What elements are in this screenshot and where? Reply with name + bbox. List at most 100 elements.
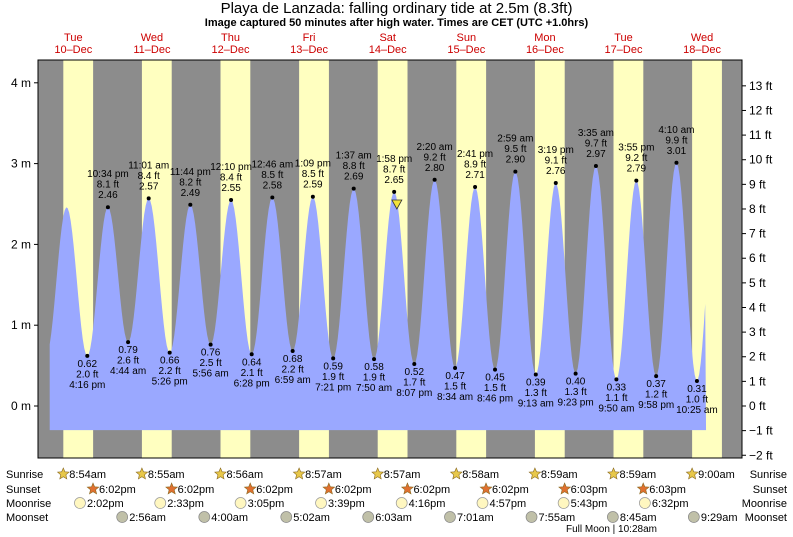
low-tide-point (533, 372, 538, 377)
low-tide-label: 2.5 ft (199, 358, 221, 369)
y-right-tick-label: 0 ft (749, 399, 766, 413)
high-tide-label: 10:34 pm (87, 169, 129, 180)
low-tide-point (85, 353, 90, 358)
y-right-tick-label: 10 ft (749, 153, 773, 167)
sunset-row-label-left: Sunset (6, 484, 40, 496)
low-tide-point (614, 377, 619, 382)
day-date-label: 15–Dec (447, 44, 485, 56)
high-tide-point (105, 205, 110, 210)
sunset-time: 6:02pm (413, 484, 450, 496)
sunset-time: 6:02pm (256, 484, 293, 496)
high-tide-label: 2:59 am (497, 134, 533, 145)
low-tide-label: 0.58 (364, 362, 384, 373)
low-tide-point (654, 374, 659, 379)
high-tide-label: 12:10 pm (210, 162, 252, 173)
high-tide-label: 8.4 ft (138, 171, 160, 182)
low-tide-label: 9:13 am (518, 398, 554, 409)
low-tide-label: 0.47 (445, 371, 465, 382)
y-right-tick-label: 4 ft (749, 300, 766, 314)
moonset-icon (607, 511, 619, 523)
sunrise-icon (685, 467, 699, 480)
moonrise-time: 2:33pm (167, 498, 204, 510)
low-tide-point (167, 350, 172, 355)
sunrise-icon (371, 467, 385, 480)
moonrise-icon (557, 497, 570, 509)
low-tide-label: 6:28 pm (234, 378, 270, 389)
sunrise-icon (449, 467, 463, 480)
sunrise-icon (607, 467, 620, 480)
high-tide-point (553, 180, 558, 185)
moonrise-icon (315, 497, 327, 509)
moonrise-time: 3:39pm (328, 498, 365, 510)
high-tide-label: 2.71 (465, 170, 485, 181)
low-tide-label: 9:50 am (598, 403, 634, 414)
day-name-label: Thu (221, 32, 240, 44)
day-name-label: Tue (64, 32, 83, 44)
low-tide-label: 1.5 ft (444, 382, 466, 393)
sunrise-icon (135, 467, 149, 480)
day-name-label: Wed (691, 32, 713, 44)
low-tide-label: 6:59 am (275, 375, 311, 386)
high-tide-label: 3:55 pm (618, 143, 654, 154)
y-right-tick-label: 3 ft (749, 325, 766, 339)
high-tide-label: 2.90 (506, 155, 526, 166)
sunset-row-label-right: Sunset (753, 484, 787, 496)
low-tide-point (249, 352, 254, 357)
low-tide-label: 5:26 pm (152, 377, 188, 388)
low-tide-label: 0.62 (78, 359, 98, 370)
high-tide-label: 2.58 (263, 181, 283, 192)
high-tide-point (270, 195, 275, 200)
low-tide-point (290, 349, 295, 354)
low-tide-label: 9:58 pm (638, 400, 674, 411)
sunrise-time: 8:58am (462, 469, 499, 481)
moonrise-icon (154, 497, 167, 509)
low-tide-label: 2.2 ft (159, 366, 181, 377)
sunset-icon (479, 482, 493, 495)
moonrise-time: 4:57pm (490, 498, 527, 510)
day-date-label: 10–Dec (54, 44, 92, 56)
high-tide-label: 3.01 (667, 146, 687, 157)
moonset-time: 4:00am (211, 512, 248, 524)
high-tide-label: 3:19 pm (538, 145, 574, 156)
moonset-time: 8:45am (620, 512, 657, 524)
moonset-time: 9:29am (701, 512, 738, 524)
low-tide-point (694, 378, 699, 383)
high-tide-label: 2:41 pm (457, 149, 493, 160)
moonrise-time: 2:02pm (87, 498, 124, 510)
plot-frame (37, 59, 743, 459)
low-tide-label: 0.45 (485, 373, 505, 384)
low-tide-label: 0.59 (323, 361, 343, 372)
moonrise-icon (395, 497, 408, 509)
moonset-icon (198, 511, 211, 523)
y-left-tick-label: 1 m (11, 318, 31, 332)
low-tide-label: 0.79 (118, 345, 138, 356)
moonset-icon (116, 511, 129, 523)
full-moon-note: Full Moon | 10:28am (566, 524, 657, 535)
day-name-label: Wed (141, 32, 163, 44)
low-tide-point (493, 367, 498, 372)
low-tide-label: 2.0 ft (76, 369, 98, 380)
chart-title: Playa de Lanzada: falling ordinary tide … (220, 0, 573, 17)
sunset-time: 6:03pm (571, 484, 608, 496)
y-right-tick-label: 9 ft (749, 177, 766, 191)
moonrise-time: 4:16pm (409, 498, 446, 510)
high-tide-label: 9.1 ft (545, 155, 567, 166)
sunset-time: 6:02pm (492, 484, 529, 496)
high-tide-point (351, 186, 356, 191)
low-tide-point (573, 371, 578, 376)
sunset-icon (636, 482, 650, 495)
low-tide-label: 0.39 (526, 377, 546, 388)
moonset-time: 2:56am (129, 512, 166, 524)
high-tide-label: 3:35 am (578, 128, 614, 139)
moonrise-time: 6:32pm (652, 498, 689, 510)
low-tide-label: 4:44 am (110, 366, 146, 377)
day-date-label: 13–Dec (290, 44, 328, 56)
y-right-tick-label: 11 ft (749, 128, 772, 142)
y-right-tick-label: 13 ft (749, 79, 773, 93)
high-tide-point (432, 177, 437, 182)
low-tide-label: 0.52 (405, 367, 425, 378)
high-tide-label: 9.9 ft (665, 135, 687, 146)
sunset-icon (558, 482, 572, 495)
high-tide-label: 1:37 am (336, 151, 372, 162)
sunrise-time: 8:59am (541, 469, 578, 481)
